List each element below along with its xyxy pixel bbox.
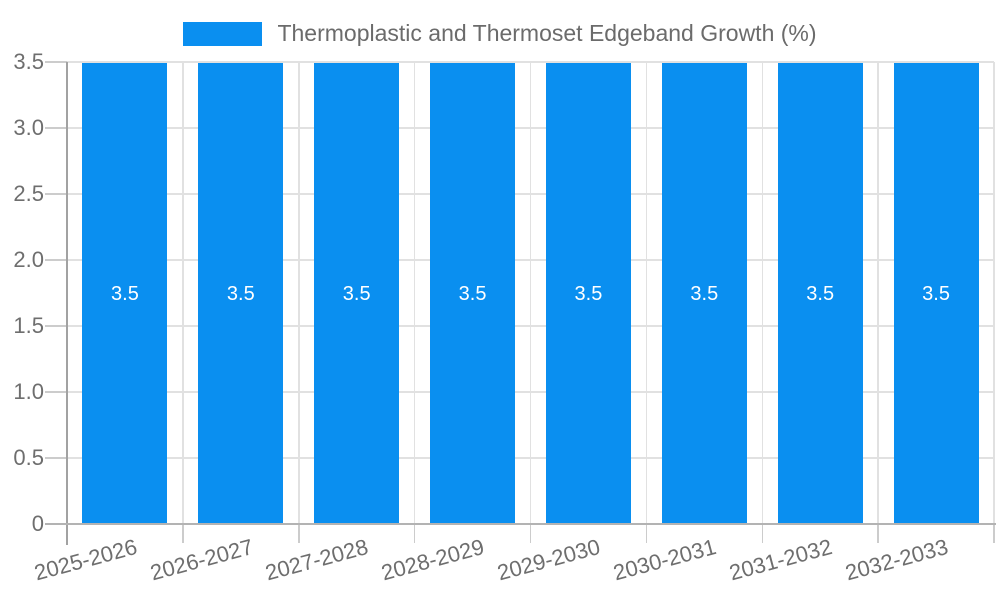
x-axis-tick-label: 2026-2027 <box>147 534 256 586</box>
bar[interactable] <box>545 63 631 523</box>
y-axis-tick-label: 2.5 <box>13 181 44 206</box>
x-axis-tick <box>993 524 995 543</box>
x-axis-tick <box>761 524 763 543</box>
x-axis-tick <box>413 524 416 543</box>
bar[interactable] <box>777 63 863 523</box>
x-axis-tick-label: 2031-2032 <box>726 534 835 586</box>
bar-value-label: 3.5 <box>574 282 603 305</box>
legend-label[interactable]: Thermoplastic and Thermoset Edgeband Gro… <box>277 20 817 46</box>
bar-value-label: 3.5 <box>922 282 950 305</box>
x-axis-tick-label: 2030-2031 <box>610 534 719 586</box>
y-axis-tick <box>45 127 67 129</box>
x-axis-tick <box>182 524 184 543</box>
bar-value-label: 3.5 <box>226 282 255 305</box>
bar-value-label: 3.5 <box>111 282 139 305</box>
bar[interactable] <box>82 63 168 523</box>
bar-value-label: 3.5 <box>458 282 487 305</box>
y-axis-tick-label: 1.5 <box>13 313 44 338</box>
y-axis-tick-label: 0.5 <box>13 445 44 470</box>
x-axis-line <box>45 523 996 525</box>
x-gridline <box>182 62 184 524</box>
y-axis-tick-label: 2.0 <box>13 247 44 272</box>
x-gridline <box>877 62 879 524</box>
y-axis-tick <box>45 259 67 261</box>
y-axis-tick <box>45 457 67 459</box>
y-axis-tick-label: 3.5 <box>13 49 44 74</box>
x-axis-tick-label: 2032-2033 <box>842 534 951 586</box>
bar[interactable] <box>893 63 979 523</box>
y-axis-tick-label: 0 <box>31 511 44 536</box>
y-axis-tick <box>45 61 67 63</box>
x-gridline <box>993 62 995 524</box>
x-axis-tick-label: 2029-2030 <box>494 534 603 586</box>
x-gridline <box>413 62 416 524</box>
x-axis-tick <box>877 524 879 543</box>
chart-legend: Thermoplastic and Thermoset Edgeband Gro… <box>0 20 1000 47</box>
x-gridline <box>761 62 763 524</box>
x-gridline <box>645 62 648 524</box>
bar-value-label: 3.5 <box>806 282 835 305</box>
x-gridline <box>298 62 300 524</box>
y-axis-tick <box>45 325 67 327</box>
y-axis-tick <box>45 391 67 393</box>
x-axis-tick-label: 2025-2026 <box>31 534 140 586</box>
legend-swatch[interactable] <box>183 21 263 46</box>
bar[interactable] <box>314 63 400 523</box>
y-axis-tick-label: 3.0 <box>13 115 44 140</box>
bar-value-label: 3.5 <box>342 282 371 305</box>
x-axis-tick <box>529 524 532 543</box>
x-gridline <box>529 62 532 524</box>
bar-value-label: 3.5 <box>690 282 719 305</box>
x-axis-tick-label: 2028-2029 <box>378 534 488 586</box>
y-axis-tick <box>45 193 67 195</box>
bar[interactable] <box>661 63 747 523</box>
x-axis-tick-label: 2027-2028 <box>263 534 372 586</box>
y-axis-line <box>65 62 68 545</box>
x-axis-tick <box>645 524 648 543</box>
y-axis-tick-label: 1.0 <box>13 379 44 404</box>
x-axis-tick <box>298 524 300 543</box>
bar[interactable] <box>430 63 516 523</box>
bar[interactable] <box>198 63 284 523</box>
